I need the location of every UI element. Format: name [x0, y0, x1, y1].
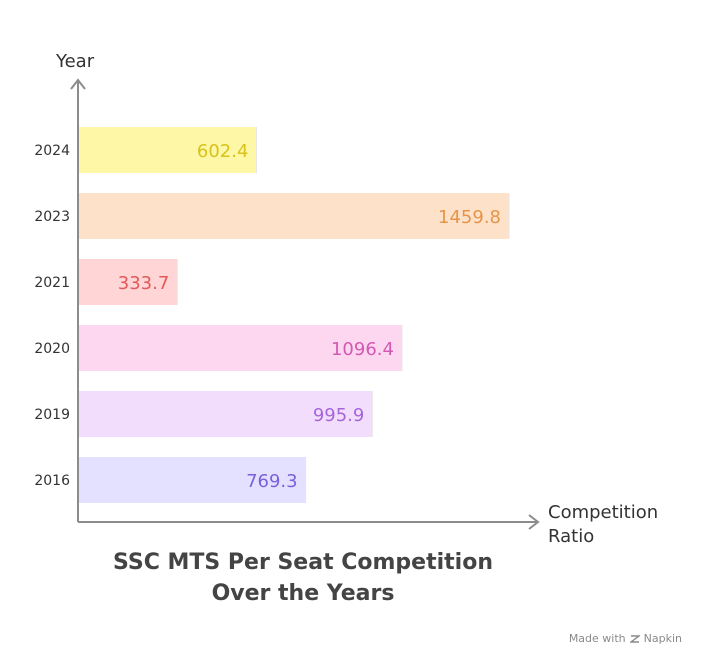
x-axis-title-line2: Ratio [548, 526, 594, 547]
y-axis-arrow-icon [70, 78, 86, 90]
value-label-2016: 769.3 [246, 471, 298, 492]
bar-2019 [79, 391, 373, 437]
chart-title-line1: SSC MTS Per Seat Competition [113, 550, 493, 575]
credit-brand: Napkin [643, 632, 682, 645]
y-tick-label-2016: 2016 [34, 473, 70, 489]
x-axis-arrow-icon [528, 514, 540, 530]
y-tick-label-2019: 2019 [34, 407, 70, 423]
napkin-logo-icon [629, 634, 640, 643]
value-label-2020: 1096.4 [331, 339, 394, 360]
bar-2016 [79, 457, 306, 503]
napkin-credit: Made with Napkin [569, 632, 682, 645]
value-label-2023: 1459.8 [438, 207, 501, 228]
y-tick-label-2024: 2024 [34, 143, 70, 159]
value-label-2021: 333.7 [118, 273, 170, 294]
value-label-2019: 995.9 [313, 405, 365, 426]
bar-2020 [79, 325, 402, 371]
chart-title-line2: Over the Years [211, 581, 395, 606]
y-tick-label-2021: 2021 [34, 275, 70, 291]
credit-text: Made with [568, 632, 626, 645]
axes [70, 78, 540, 530]
chart-title: SSC MTS Per Seat Competition Over the Ye… [0, 547, 606, 609]
y-axis-title: Year [55, 51, 95, 72]
bar-2023 [79, 193, 509, 239]
bars-layer [79, 127, 510, 503]
y-tick-label-2023: 2023 [34, 209, 70, 225]
value-label-2024: 602.4 [197, 141, 249, 162]
bar-2021 [79, 259, 178, 305]
x-axis-title-line1: Competition [548, 502, 658, 523]
labels-layer: 2024 602.4 2023 1459.8 2021 333.7 2020 1096.4 20… [34, 141, 501, 492]
bar-2024 [79, 127, 257, 173]
y-tick-label-2020: 2020 [34, 341, 70, 357]
